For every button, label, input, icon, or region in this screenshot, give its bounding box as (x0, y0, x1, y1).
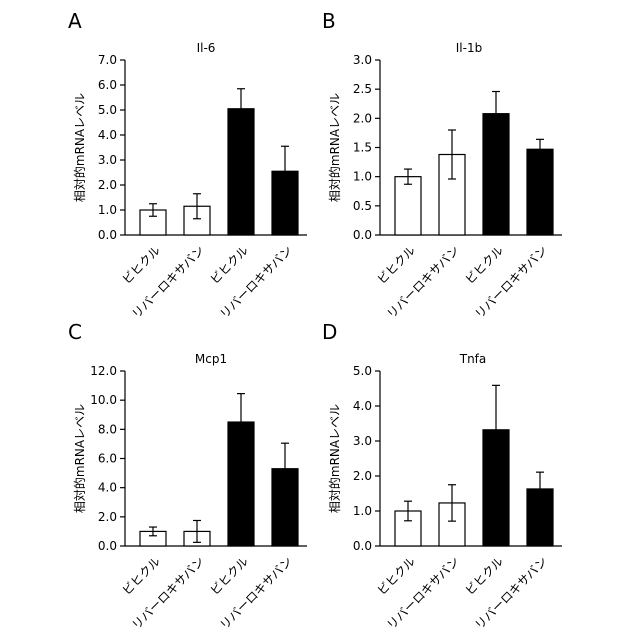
x-category-label: ビヒクル (208, 243, 252, 287)
chart-panel-d: DTnfa0.01.02.03.04.05.0相対的mRNAレベルビヒクルリバー… (322, 320, 562, 632)
y-tick-label: 3.0 (353, 53, 372, 67)
y-tick-label: 0.0 (353, 228, 372, 242)
x-category-label: ビヒクル (463, 554, 507, 598)
y-axis-label: 相対的mRNAレベル (327, 404, 342, 513)
x-category-label: ビヒクル (120, 243, 164, 287)
chart-title: Il-1b (456, 41, 482, 55)
y-tick-label: 2.0 (353, 111, 372, 125)
y-tick-label: 4.0 (98, 481, 117, 495)
y-tick-label: 0.0 (98, 228, 117, 242)
x-category-label: ビヒクル (208, 554, 252, 598)
y-tick-label: 3.0 (353, 434, 372, 448)
y-tick-label: 2.5 (353, 82, 372, 96)
bar-4 (527, 149, 553, 235)
y-axis-label: 相対的mRNAレベル (327, 93, 342, 202)
y-tick-label: 0.5 (353, 199, 372, 213)
chart-panel-b: B Il-1b 0.0 0.5 1.0 1.5 2.0 2.5 3.0 相対的mRNAレベルビヒク… (322, 9, 562, 321)
y-tick-label: 4.0 (98, 128, 117, 142)
y-tick-label: 6.0 (98, 452, 117, 466)
panel-letter: A (68, 9, 82, 33)
y-tick-label: 7.0 (98, 53, 117, 67)
y-tick-label: 2.0 (98, 510, 117, 524)
y-tick-label: 1.0 (98, 203, 117, 217)
panel-letter: B (322, 9, 336, 33)
panel-letter: D (322, 320, 337, 344)
chart-title: Il-6 (197, 41, 216, 55)
panel-letter: C (68, 320, 82, 344)
y-tick-label: 1.0 (353, 504, 372, 518)
y-tick-label: 2.0 (98, 178, 117, 192)
bar-1 (395, 177, 421, 235)
chart-title: Mcp1 (195, 352, 227, 366)
y-tick-label: 6.0 (98, 78, 117, 92)
y-tick-label: 4.0 (353, 399, 372, 413)
y-axis-label: 相対的mRNAレベル (72, 93, 87, 202)
y-tick-label: 3.0 (98, 153, 117, 167)
y-tick-label: 0.0 (98, 539, 117, 553)
y-tick-label: 5.0 (98, 103, 117, 117)
y-tick-label: 1.0 (353, 170, 372, 184)
y-axis-label: 相対的mRNAレベル (72, 404, 87, 513)
x-category-label: ビヒクル (463, 243, 507, 287)
y-tick-label: 5.0 (353, 364, 372, 378)
y-tick-label: 12.0 (90, 364, 117, 378)
y-tick-label: 1.5 (353, 141, 372, 155)
y-tick-label: 0.0 (353, 539, 372, 553)
y-tick-label: 8.0 (98, 422, 117, 436)
x-category-label: ビヒクル (375, 554, 419, 598)
y-tick-label: 10.0 (90, 393, 117, 407)
chart-panel-a: A Il-6 0.0 1.0 2.0 3.0 4.0 5.0 6.0 7.0 相対的mRNAレベルビ… (68, 9, 307, 321)
y-tick-label: 2.0 (353, 469, 372, 483)
x-category-label: ビヒクル (120, 554, 164, 598)
chart-title: Tnfa (459, 352, 487, 366)
x-category-label: ビヒクル (375, 243, 419, 287)
chart-panel-c: C Mcp1 0.0 2.0 4.0 6.0 8.0 10.0 12.0 相対的mRNAレベルビヒ… (68, 320, 307, 632)
